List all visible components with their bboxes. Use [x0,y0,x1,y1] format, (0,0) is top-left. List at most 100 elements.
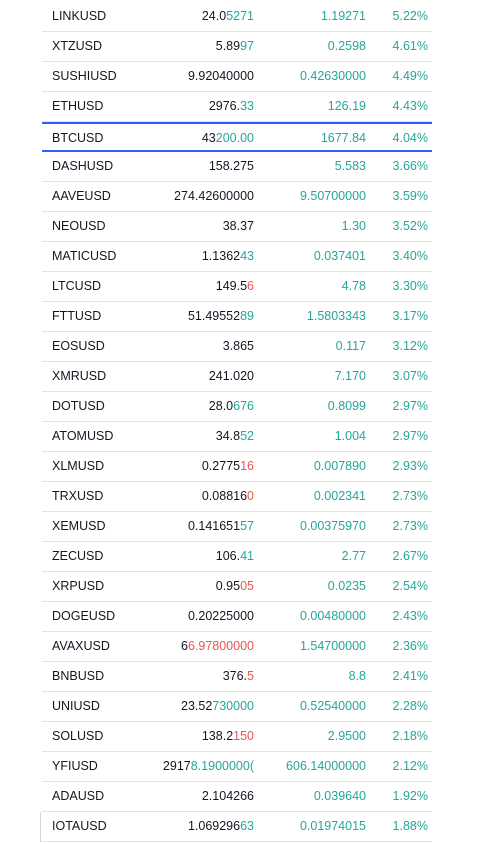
watchlist-row-ethusd[interactable]: ETHUSD 2976.33 126.19 4.43% [42,92,432,122]
last-price-tick: 41 [240,549,254,563]
last-price-tick: 89 [240,309,254,323]
change-value: 1677.84 [320,131,366,145]
last-price: 0.277516 [202,452,254,481]
change-value: 0.00480000 [299,609,366,623]
last-price-base: 274.42600000 [174,189,254,203]
symbol-label: EOSUSD [52,339,105,353]
change-percent: 2.43% [392,609,428,623]
change-percent: 2.28% [392,699,428,713]
change-percent: 2.12% [392,759,428,773]
change-percent: 3.12% [392,339,428,353]
change-value: 0.2598 [327,39,366,53]
watchlist-row-atomusd[interactable]: ATOMUSD 34.852 1.004 2.97% [42,422,432,452]
watchlist-row-xemusd[interactable]: XEMUSD 0.14165157 0.00375970 2.73% [42,512,432,542]
change-value: 0.01974015 [299,819,366,833]
watchlist-row-uniusd[interactable]: UNIUSD 23.52730000 0.52540000 2.28% [42,692,432,722]
change-value: 0.52540000 [299,699,366,713]
watchlist-row-btcusd[interactable]: BTCUSD 43200.00 1677.84 4.04% [42,122,432,152]
symbol-label: IOTAUSD [52,819,107,833]
watchlist-row-maticusd[interactable]: MATICUSD 1.136243 0.037401 3.40% [42,242,432,272]
watchlist-row-fttusd[interactable]: FTTUSD 51.4955289 1.5803343 3.17% [42,302,432,332]
last-price-tick: 676 [233,399,254,413]
last-price: 3.865 [223,332,254,361]
watchlist-row-iotausd[interactable]: IOTAUSD 1.06929663 0.01974015 1.88% [42,812,432,842]
watchlist-row-xlmusd[interactable]: XLMUSD 0.277516 0.007890 2.93% [42,452,432,482]
last-price-base: 149.5 [215,279,248,293]
watchlist-row-xtzusd[interactable]: XTZUSD 5.8997 0.2598 4.61% [42,32,432,62]
symbol-label: ADAUSD [52,789,105,803]
change-value: 2.9500 [327,729,366,743]
symbol-label: LINKUSD [52,9,107,23]
symbol-label: XLMUSD [52,459,105,473]
change-percent: 4.49% [392,69,428,83]
change-value: 0.42630000 [299,69,366,83]
change-percent: 2.97% [392,429,428,443]
watchlist-row-sushiusd[interactable]: SUSHIUSD 9.92040000 0.42630000 4.49% [42,62,432,92]
last-price: 0.088160 [202,482,254,511]
watchlist-row-yfiusd[interactable]: YFIUSD 29178.1900000( 606.14000000 2.12% [42,752,432,782]
watchlist-row-ltcusd[interactable]: LTCUSD 149.56 4.78 3.30% [42,272,432,302]
watchlist-row-xrpusd[interactable]: XRPUSD 0.9505 0.0235 2.54% [42,572,432,602]
watchlist-row-xmrusd[interactable]: XMRUSD 241.020 7.170 3.07% [42,362,432,392]
change-value: 126.19 [327,99,366,113]
last-price: 138.2150 [202,722,254,751]
change-value: 1.5803343 [306,309,366,323]
watchlist-row-aaveusd[interactable]: AAVEUSD 274.42600000 9.50700000 3.59% [42,182,432,212]
watchlist-row-zecusd[interactable]: ZECUSD 106.41 2.77 2.67% [42,542,432,572]
watchlist-row-neousd[interactable]: NEOUSD 38.37 1.30 3.52% [42,212,432,242]
last-price: 2976.33 [209,92,254,121]
watchlist-row-dashusd[interactable]: DASHUSD 158.275 5.583 3.66% [42,152,432,182]
change-percent: 3.07% [392,369,428,383]
last-price: 29178.1900000( [163,752,254,781]
change-percent: 2.18% [392,729,428,743]
watchlist-row-adausd[interactable]: ADAUSD 2.104266 0.039640 1.92% [42,782,432,812]
last-price-base: 241.020 [208,369,254,383]
last-price: 23.52730000 [181,692,254,721]
last-price: 24.05271 [202,2,254,31]
symbol-label: BNBUSD [52,669,105,683]
last-price-base: 28.0 [208,399,234,413]
symbol-label: SUSHIUSD [52,69,117,83]
last-price-tick: 6.97800000 [187,639,254,653]
watchlist-row-eosusd[interactable]: EOSUSD 3.865 0.117 3.12% [42,332,432,362]
symbol-label: DOTUSD [52,399,105,413]
last-price-tick: 150 [233,729,254,743]
watchlist-row-trxusd[interactable]: TRXUSD 0.088160 0.002341 2.73% [42,482,432,512]
symbol-label: XTZUSD [52,39,102,53]
last-price: 0.20225000 [188,602,254,631]
last-price-base: 2.104266 [201,789,254,803]
change-value: 1.19271 [320,9,366,23]
symbol-label: ZECUSD [52,549,104,563]
watchlist: LINKUSD 24.05271 1.19271 5.22% XTZUSD 5.8997 0… [42,2,432,842]
change-value: 0.002341 [313,489,366,503]
last-price: 51.4955289 [188,302,254,331]
last-price-tick: 05 [240,579,254,593]
change-value: 9.50700000 [299,189,366,203]
symbol-label: FTTUSD [52,309,102,323]
change-value: 7.170 [334,369,366,383]
watchlist-row-bnbusd[interactable]: BNBUSD 376.5 8.8 2.41% [42,662,432,692]
change-percent: 3.66% [392,159,428,173]
last-price-tick: 33 [240,99,254,113]
watchlist-row-dogeusd[interactable]: DOGEUSD 0.20225000 0.00480000 2.43% [42,602,432,632]
watchlist-row-solusd[interactable]: SOLUSD 138.2150 2.9500 2.18% [42,722,432,752]
change-value: 606.14000000 [286,759,366,773]
last-price: 1.06929663 [188,812,254,841]
last-price-base: 158.275 [208,159,254,173]
last-price-base: 1.069296 [187,819,241,833]
change-percent: 1.92% [392,789,428,803]
symbol-label: DASHUSD [52,159,114,173]
watchlist-row-linkusd[interactable]: LINKUSD 24.05271 1.19271 5.22% [42,2,432,32]
last-price-base: 38.37 [222,219,254,233]
change-percent: 3.40% [392,249,428,263]
last-price-base: 23.52 [181,699,213,713]
last-price-tick: 8.1900000( [190,759,254,773]
watchlist-row-dotusd[interactable]: DOTUSD 28.0676 0.8099 2.97% [42,392,432,422]
symbol-label: YFIUSD [52,759,98,773]
last-price-base: 106. [215,549,241,563]
last-price-tick: 6 [247,279,254,293]
last-price-tick: 97 [240,39,254,53]
last-price: 28.0676 [209,392,254,421]
last-price-base: 3.865 [222,339,254,353]
watchlist-row-avaxusd[interactable]: AVAXUSD 66.97800000 1.54700000 2.36% [42,632,432,662]
